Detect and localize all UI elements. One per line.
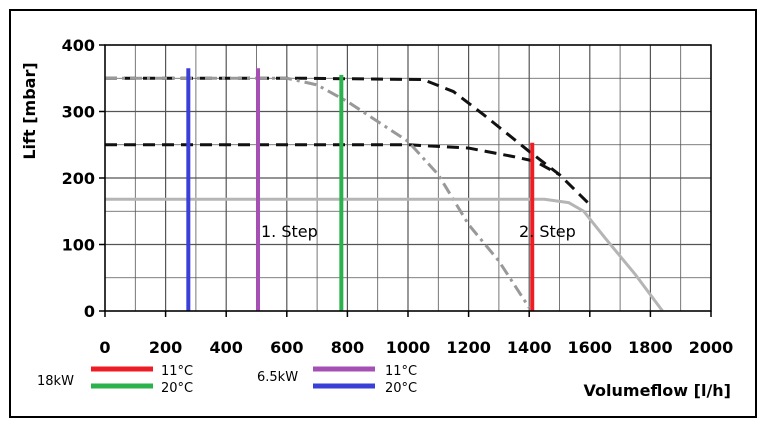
curve-2 <box>105 143 561 176</box>
legend-18kw-11c-label: 11°C <box>161 364 193 379</box>
y-tick-label: 200 <box>62 169 95 188</box>
annotation-step-2: 2. Step <box>519 222 576 241</box>
y-tick-label: 300 <box>62 103 95 122</box>
x-tick-label: 2000 <box>689 338 734 357</box>
legend-6-5kw-20c-label: 20°C <box>385 381 417 396</box>
grid-layer <box>104 44 712 312</box>
x-tick-label: 200 <box>149 338 182 357</box>
x-tick-label: 1600 <box>568 338 613 357</box>
x-tick-label: 1800 <box>628 338 673 357</box>
x-tick-label: 1000 <box>386 338 431 357</box>
x-tick-label: 800 <box>331 338 364 357</box>
legend-6-5kw-11c-label: 11°C <box>385 364 417 379</box>
y-tick-label: 100 <box>62 236 95 255</box>
legend-18kw-20c-label: 20°C <box>161 381 193 396</box>
y-axis-label: Lift [mbar] <box>20 62 39 159</box>
x-tick-label: 400 <box>209 338 242 357</box>
axis-layer: 0 200 400 600 800 1000 1200 1400 1600 1800 2000 0 10… <box>62 36 734 357</box>
legend-group-6-5kw-label: 6.5kW <box>257 370 298 385</box>
x-tick-label: 1200 <box>446 338 491 357</box>
chart-frame: 0 200 400 600 800 1000 1200 1400 1600 1800 2000 0 10… <box>9 9 757 418</box>
curve-4 <box>105 197 664 312</box>
legend-group-18kw-label: 18kW <box>37 374 74 389</box>
curve-layer <box>105 76 664 312</box>
curve-3 <box>105 76 531 309</box>
x-axis-label: Volumeflow [l/h] <box>584 381 731 400</box>
x-tick-label: 1400 <box>507 338 552 357</box>
curve-1 <box>105 76 591 206</box>
y-tick-label: 0 <box>84 302 95 321</box>
annotation-step-1: 1. Step <box>261 222 318 241</box>
legend: 18kW 11°C 20°C 6.5kW 11°C 20°C <box>37 364 417 396</box>
y-tick-label: 400 <box>62 36 95 55</box>
x-tick-label: 600 <box>270 338 303 357</box>
vertical-layer <box>186 68 535 311</box>
x-tick-label: 0 <box>99 338 110 357</box>
chart-svg: 0 200 400 600 800 1000 1200 1400 1600 1800 2000 0 10… <box>20 36 734 400</box>
